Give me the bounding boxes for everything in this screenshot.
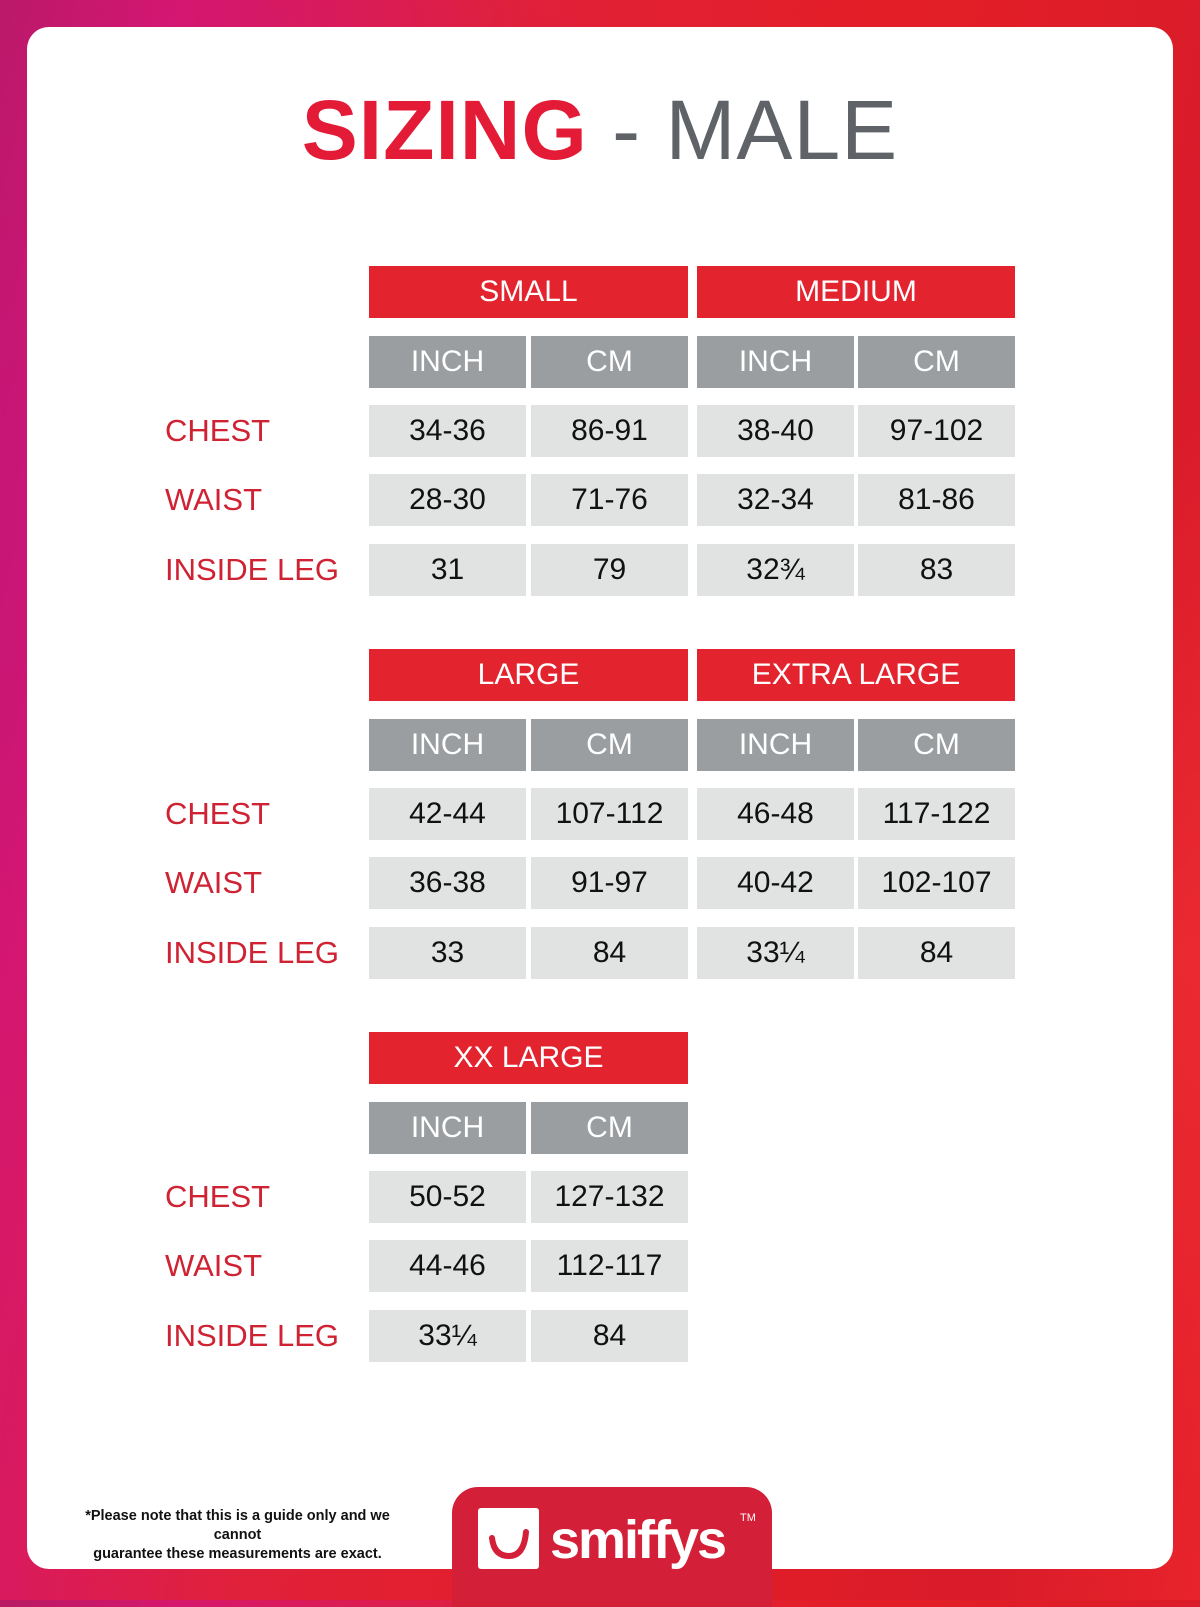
note-line-1: *Please note that this is a guide only a… xyxy=(85,1508,390,1543)
unit-header-inch: INCH xyxy=(697,719,854,771)
title-rest: - MALE xyxy=(612,83,899,177)
value-cell: 32-34 xyxy=(697,474,854,526)
value-cell: 44-46 xyxy=(369,1240,526,1292)
row-label: INSIDE LEG xyxy=(165,1318,339,1353)
value-cell: 83 xyxy=(858,544,1015,596)
value-cell: 28-30 xyxy=(369,474,526,526)
value-cell: 33 xyxy=(369,927,526,979)
page-title: SIZING - MALE xyxy=(0,80,1200,180)
unit-header-inch: INCH xyxy=(369,719,526,771)
row-label: CHEST xyxy=(165,796,271,831)
value-cell: 46-48 xyxy=(697,788,854,840)
unit-header-inch: INCH xyxy=(369,336,526,388)
value-cell: 84 xyxy=(531,927,688,979)
row-label: INSIDE LEG xyxy=(165,935,339,970)
value-cell: 127-132 xyxy=(531,1171,688,1223)
unit-header-cm: CM xyxy=(531,1102,688,1154)
unit-header-cm: CM xyxy=(858,336,1015,388)
trademark: TM xyxy=(740,1512,756,1524)
row-label: WAIST xyxy=(165,1248,263,1283)
value-cell: 97-102 xyxy=(858,405,1015,457)
row-label: CHEST xyxy=(165,413,271,448)
brand-name: smiffys xyxy=(550,1510,727,1570)
value-cell: 81-86 xyxy=(858,474,1015,526)
value-cell: 91-97 xyxy=(531,857,688,909)
note-line-2: guarantee these measurements are exact. xyxy=(93,1546,382,1562)
value-cell: 33¼ xyxy=(369,1310,526,1362)
size-header: EXTRA LARGE xyxy=(697,649,1015,701)
value-cell: 71-76 xyxy=(531,474,688,526)
disclaimer-note: *Please note that this is a guide only a… xyxy=(60,1507,415,1564)
value-cell: 34-36 xyxy=(369,405,526,457)
value-cell: 36-38 xyxy=(369,857,526,909)
title-highlight: SIZING xyxy=(301,83,588,177)
size-header: LARGE xyxy=(369,649,688,701)
unit-header-inch: INCH xyxy=(369,1102,526,1154)
row-label: WAIST xyxy=(165,865,263,900)
row-label: CHEST xyxy=(165,1179,271,1214)
value-cell: 38-40 xyxy=(697,405,854,457)
value-cell: 42-44 xyxy=(369,788,526,840)
row-label: INSIDE LEG xyxy=(165,552,339,587)
value-cell: 102-107 xyxy=(858,857,1015,909)
unit-header-inch: INCH xyxy=(697,336,854,388)
size-header: XX LARGE xyxy=(369,1032,688,1084)
value-cell: 86-91 xyxy=(531,405,688,457)
value-cell: 117-122 xyxy=(858,788,1015,840)
value-cell: 31 xyxy=(369,544,526,596)
value-cell: 84 xyxy=(858,927,1015,979)
value-cell: 112-117 xyxy=(531,1240,688,1292)
value-cell: 107-112 xyxy=(531,788,688,840)
value-cell: 79 xyxy=(531,544,688,596)
unit-header-cm: CM xyxy=(531,336,688,388)
value-cell: 84 xyxy=(531,1310,688,1362)
value-cell: 40-42 xyxy=(697,857,854,909)
unit-header-cm: CM xyxy=(858,719,1015,771)
value-cell: 50-52 xyxy=(369,1171,526,1223)
size-header: SMALL xyxy=(369,266,688,318)
row-label: WAIST xyxy=(165,482,263,517)
value-cell: 32¾ xyxy=(697,544,854,596)
unit-header-cm: CM xyxy=(531,719,688,771)
size-header: MEDIUM xyxy=(697,266,1015,318)
value-cell: 33¼ xyxy=(697,927,854,979)
smiley-logo-icon xyxy=(478,1508,539,1569)
